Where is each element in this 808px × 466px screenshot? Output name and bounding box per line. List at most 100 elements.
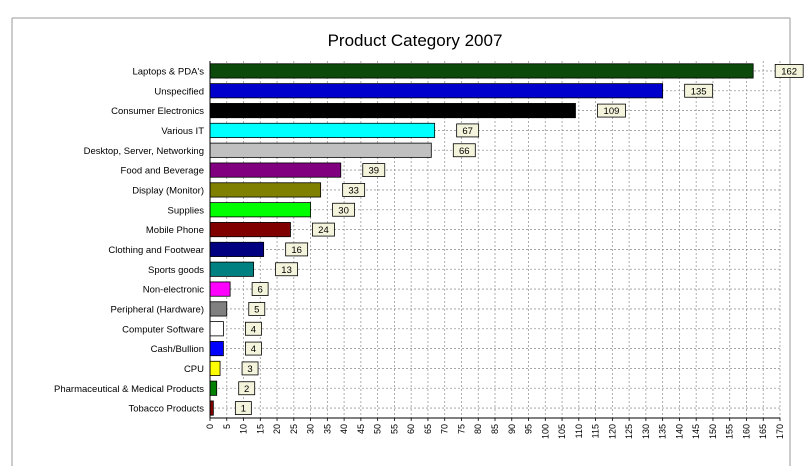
category-label: Cash/Bullion bbox=[151, 344, 204, 355]
chart-title: Product Category 2007 bbox=[328, 31, 503, 50]
bar bbox=[209, 380, 218, 396]
category-label: Display (Monitor) bbox=[132, 185, 204, 196]
bar bbox=[209, 281, 231, 297]
bar bbox=[209, 341, 224, 357]
data-label-box bbox=[684, 83, 714, 98]
x-tick-label: 15 bbox=[255, 424, 265, 434]
category-label: Tobacco Products bbox=[128, 404, 204, 415]
grid bbox=[210, 61, 781, 418]
data-label: 39 bbox=[368, 166, 379, 177]
data-label-box bbox=[275, 262, 298, 277]
x-tick-label: 145 bbox=[691, 424, 701, 439]
x-tick-label: 25 bbox=[289, 424, 299, 434]
x-tick-label: 0 bbox=[205, 424, 215, 429]
x-tick-label: 20 bbox=[272, 424, 282, 434]
x-tick-label: 150 bbox=[708, 424, 718, 439]
x-tick-label: 70 bbox=[440, 424, 450, 434]
bar bbox=[209, 182, 322, 198]
x-tick-label: 95 bbox=[524, 424, 534, 434]
data-label-box bbox=[597, 103, 626, 118]
bar bbox=[209, 222, 291, 238]
data-label: 1 bbox=[241, 404, 246, 415]
category-label: CPU bbox=[184, 364, 204, 375]
data-label-box bbox=[342, 183, 366, 197]
bar bbox=[209, 103, 576, 119]
category-label: Non-electronic bbox=[143, 285, 204, 296]
data-label: 162 bbox=[781, 66, 797, 77]
data-label-box bbox=[312, 222, 335, 237]
x-tick-label: 35 bbox=[322, 424, 332, 434]
x-tick-label: 60 bbox=[406, 424, 416, 434]
x-tick-label: 10 bbox=[239, 424, 249, 434]
data-label-box bbox=[362, 163, 386, 177]
data-labels: 162 135 109 67 66 39 33 30 24 16 13 6 5 4 4 3 2 1 bbox=[234, 64, 804, 415]
bar bbox=[209, 400, 214, 416]
x-tick-label: 40 bbox=[339, 424, 349, 434]
bar bbox=[209, 360, 221, 376]
category-label: Peripheral (Hardware) bbox=[111, 304, 204, 315]
bar bbox=[209, 122, 436, 138]
category-label: Food and Beverage bbox=[121, 166, 204, 177]
data-label: 24 bbox=[318, 225, 329, 236]
data-label: 33 bbox=[348, 185, 359, 196]
x-tick-label: 165 bbox=[758, 424, 768, 439]
data-label-box bbox=[456, 123, 480, 138]
data-label: 67 bbox=[462, 126, 473, 137]
data-label-box bbox=[245, 341, 262, 356]
data-label: 6 bbox=[257, 285, 262, 296]
data-label-box bbox=[452, 143, 476, 158]
data-label: 109 bbox=[604, 106, 620, 117]
x-tick-label: 120 bbox=[607, 424, 617, 439]
category-labels: Laptops & PDA's Unspecified Consumer Elect… bbox=[54, 66, 204, 414]
data-label-box bbox=[285, 242, 309, 257]
axes bbox=[209, 61, 780, 419]
data-label: 30 bbox=[338, 205, 349, 216]
x-tick-label: 90 bbox=[507, 424, 517, 434]
category-label: Unspecified bbox=[154, 86, 204, 97]
data-label-box bbox=[248, 302, 266, 316]
data-label: 3 bbox=[247, 364, 252, 375]
x-tick-label: 160 bbox=[741, 424, 751, 439]
x-tick-label: 170 bbox=[775, 424, 785, 439]
x-tick-label: 130 bbox=[641, 424, 651, 439]
x-tick-label: 100 bbox=[540, 424, 550, 439]
data-label: 4 bbox=[251, 324, 256, 335]
category-label: Laptops & PDA's bbox=[132, 66, 204, 77]
x-tick-label: 105 bbox=[557, 424, 567, 439]
x-tick-label: 85 bbox=[490, 424, 500, 434]
data-label-box bbox=[241, 361, 259, 376]
x-tick-label: 115 bbox=[591, 424, 601, 438]
category-label: Desktop, Server, Networking bbox=[84, 146, 204, 157]
data-label-box bbox=[332, 202, 355, 217]
x-tick-label: 75 bbox=[456, 424, 466, 434]
data-label-box bbox=[245, 321, 262, 336]
bar bbox=[209, 142, 432, 158]
data-label: 4 bbox=[251, 344, 256, 355]
x-tick-label: 65 bbox=[423, 424, 433, 434]
x-tick-label: 80 bbox=[473, 424, 483, 434]
bar bbox=[209, 321, 224, 337]
data-label-box bbox=[238, 381, 256, 396]
category-label: Mobile Phone bbox=[146, 225, 204, 236]
x-tick-label: 5 bbox=[222, 424, 232, 429]
bars bbox=[209, 63, 754, 416]
data-label: 2 bbox=[244, 384, 249, 395]
category-label: Clothing and Footwear bbox=[108, 245, 204, 256]
bar bbox=[209, 301, 228, 317]
data-label-box bbox=[234, 401, 252, 415]
category-label: Supplies bbox=[168, 205, 205, 216]
data-label-box bbox=[251, 282, 269, 296]
x-tick-label: 110 bbox=[574, 424, 584, 438]
data-label: 13 bbox=[281, 265, 292, 276]
category-label: Consumer Electronics bbox=[111, 106, 204, 117]
data-label: 16 bbox=[291, 245, 302, 256]
x-tick-label: 140 bbox=[674, 424, 684, 439]
bar bbox=[209, 83, 664, 99]
bar bbox=[209, 241, 265, 257]
category-label: Pharmaceutical & Medical Products bbox=[54, 384, 204, 395]
x-tick-label: 135 bbox=[658, 424, 668, 439]
x-tick-label: 45 bbox=[356, 424, 366, 434]
category-label: Computer Software bbox=[122, 324, 204, 335]
bar bbox=[209, 162, 342, 178]
